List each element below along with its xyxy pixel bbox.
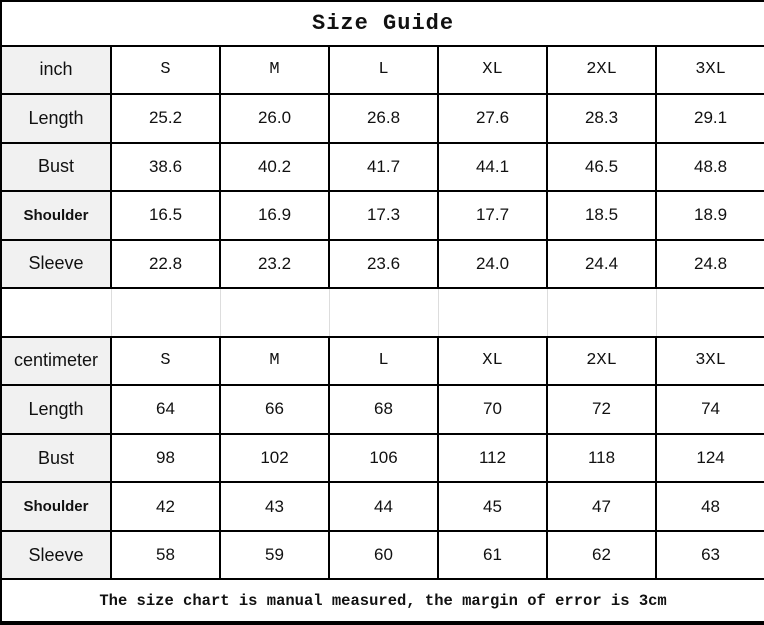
cell-value: 25.2 [110,93,221,144]
cell-value: 17.3 [328,190,439,241]
cell-value: 41.7 [328,141,439,193]
cell-value: 70 [437,384,548,435]
cm-sleeve-row: Sleeve 58 59 60 61 62 63 [0,529,764,581]
size-col-header-xl: XL [437,335,548,387]
size-col-header-3xl: 3XL [654,335,764,387]
separator-cell [546,287,657,338]
cell-value: 106 [328,432,439,484]
cell-value: 26.0 [219,93,330,144]
cell-value: 26.8 [328,93,439,144]
cell-value: 22.8 [110,238,221,290]
cell-value: 48.8 [654,141,764,193]
inch-bust-row: Bust 38.6 40.2 41.7 44.1 46.5 48.8 [0,141,764,193]
cell-value: 16.5 [110,190,221,241]
cell-value: 63 [654,529,764,581]
cell-value: 24.4 [546,238,657,290]
cell-value: 64 [110,384,221,435]
cell-value: 62 [546,529,657,581]
cell-value: 29.1 [654,93,764,144]
cell-value: 102 [219,432,330,484]
row-label-bust: Bust [0,141,112,193]
cell-value: 98 [110,432,221,484]
cell-value: 40.2 [219,141,330,193]
inch-header-row: inch S M L XL 2XL 3XL [0,44,764,96]
cell-value: 17.7 [437,190,548,241]
separator-cell [110,287,221,338]
footer-row: The size chart is manual measured, the m… [0,578,764,624]
size-col-header-3xl: 3XL [654,44,764,96]
cm-shoulder-row: Shoulder 42 43 44 45 47 48 [0,481,764,532]
inch-sleeve-row: Sleeve 22.8 23.2 23.6 24.0 24.4 24.8 [0,238,764,290]
size-col-header-s: S [110,335,221,387]
page-title: Size Guide [0,0,764,47]
cell-value: 23.6 [328,238,439,290]
cell-value: 27.6 [437,93,548,144]
cell-value: 24.8 [654,238,764,290]
size-col-header-m: M [219,335,330,387]
title-row: Size Guide [0,0,764,47]
cell-value: 24.0 [437,238,548,290]
cell-value: 60 [328,529,439,581]
cell-value: 28.3 [546,93,657,144]
cell-value: 44 [328,481,439,532]
cell-value: 47 [546,481,657,532]
size-col-header-l: L [328,335,439,387]
cell-value: 112 [437,432,548,484]
cell-value: 58 [110,529,221,581]
row-label-bust: Bust [0,432,112,484]
cell-value: 59 [219,529,330,581]
row-label-sleeve: Sleeve [0,238,112,290]
cell-value: 74 [654,384,764,435]
cm-header-row: centimeter S M L XL 2XL 3XL [0,335,764,387]
separator-cell [0,287,112,338]
size-col-header-l: L [328,44,439,96]
cell-value: 61 [437,529,548,581]
size-col-header-2xl: 2XL [546,335,657,387]
cell-value: 44.1 [437,141,548,193]
inch-length-row: Length 25.2 26.0 26.8 27.6 28.3 29.1 [0,93,764,144]
separator-cell [328,287,439,338]
unit-label-inch: inch [0,44,112,96]
unit-label-centimeter: centimeter [0,335,112,387]
row-label-length: Length [0,384,112,435]
row-label-length: Length [0,93,112,144]
cell-value: 66 [219,384,330,435]
cell-value: 38.6 [110,141,221,193]
size-col-header-s: S [110,44,221,96]
separator-cell [655,287,764,338]
cm-length-row: Length 64 66 68 70 72 74 [0,384,764,435]
cell-value: 118 [546,432,657,484]
cell-value: 16.9 [219,190,330,241]
cm-bust-row: Bust 98 102 106 112 118 124 [0,432,764,484]
cell-value: 68 [328,384,439,435]
cell-value: 45 [437,481,548,532]
row-label-shoulder: Shoulder [0,481,112,532]
cell-value: 23.2 [219,238,330,290]
row-label-sleeve: Sleeve [0,529,112,581]
inch-shoulder-row: Shoulder 16.5 16.9 17.3 17.7 18.5 18.9 [0,190,764,241]
cell-value: 18.5 [546,190,657,241]
cell-value: 46.5 [546,141,657,193]
row-label-shoulder: Shoulder [0,190,112,241]
cell-value: 43 [219,481,330,532]
separator-cell [219,287,330,338]
footer-note: The size chart is manual measured, the m… [0,578,764,624]
cell-value: 42 [110,481,221,532]
separator-cell [437,287,548,338]
cell-value: 18.9 [654,190,764,241]
size-col-header-2xl: 2XL [546,44,657,96]
cell-value: 48 [654,481,764,532]
cell-value: 124 [654,432,764,484]
separator-row [0,287,764,338]
size-col-header-xl: XL [437,44,548,96]
cell-value: 72 [546,384,657,435]
size-col-header-m: M [219,44,330,96]
